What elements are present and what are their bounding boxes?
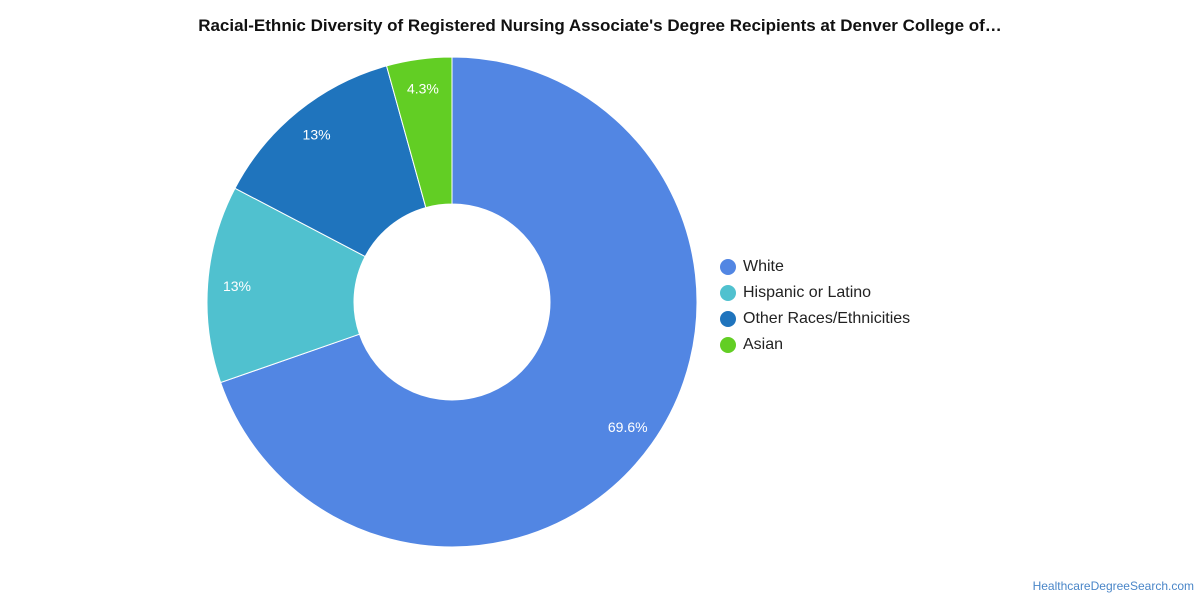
slice-label-other-races: 13% xyxy=(303,126,331,142)
legend-label-hispanic-or-latino: Hispanic or Latino xyxy=(743,284,872,301)
legend-item-hispanic-or-latino[interactable]: Hispanic or Latino xyxy=(720,280,910,306)
legend-item-asian[interactable]: Asian xyxy=(720,332,910,358)
legend-label-white: White xyxy=(743,258,784,275)
legend-swatch-white xyxy=(720,259,736,275)
legend-swatch-other-races xyxy=(720,311,736,327)
legend: White Hispanic or Latino Other Races/Eth… xyxy=(720,254,910,358)
chart-title: Racial-Ethnic Diversity of Registered Nu… xyxy=(198,16,1002,35)
legend-swatch-asian xyxy=(720,337,736,353)
legend-item-white[interactable]: White xyxy=(720,254,910,280)
slice-white[interactable] xyxy=(219,56,698,548)
slice-label-white: 69.6% xyxy=(608,419,648,435)
legend-swatch-hispanic-or-latino xyxy=(720,285,736,301)
slice-label-hispanic-or-latino: 13% xyxy=(223,278,251,294)
legend-label-asian: Asian xyxy=(743,336,784,353)
legend-label-other-races: Other Races/Ethnicities xyxy=(743,310,911,327)
slice-asian[interactable] xyxy=(385,56,453,209)
slice-hispanic-or-latino[interactable] xyxy=(206,187,366,384)
watermark-link[interactable]: HealthcareDegreeSearch.com xyxy=(1032,579,1194,593)
slice-other-races[interactable] xyxy=(234,65,427,258)
legend-item-other-races[interactable]: Other Races/Ethnicities xyxy=(720,306,910,332)
slice-label-asian: 4.3% xyxy=(407,80,439,96)
